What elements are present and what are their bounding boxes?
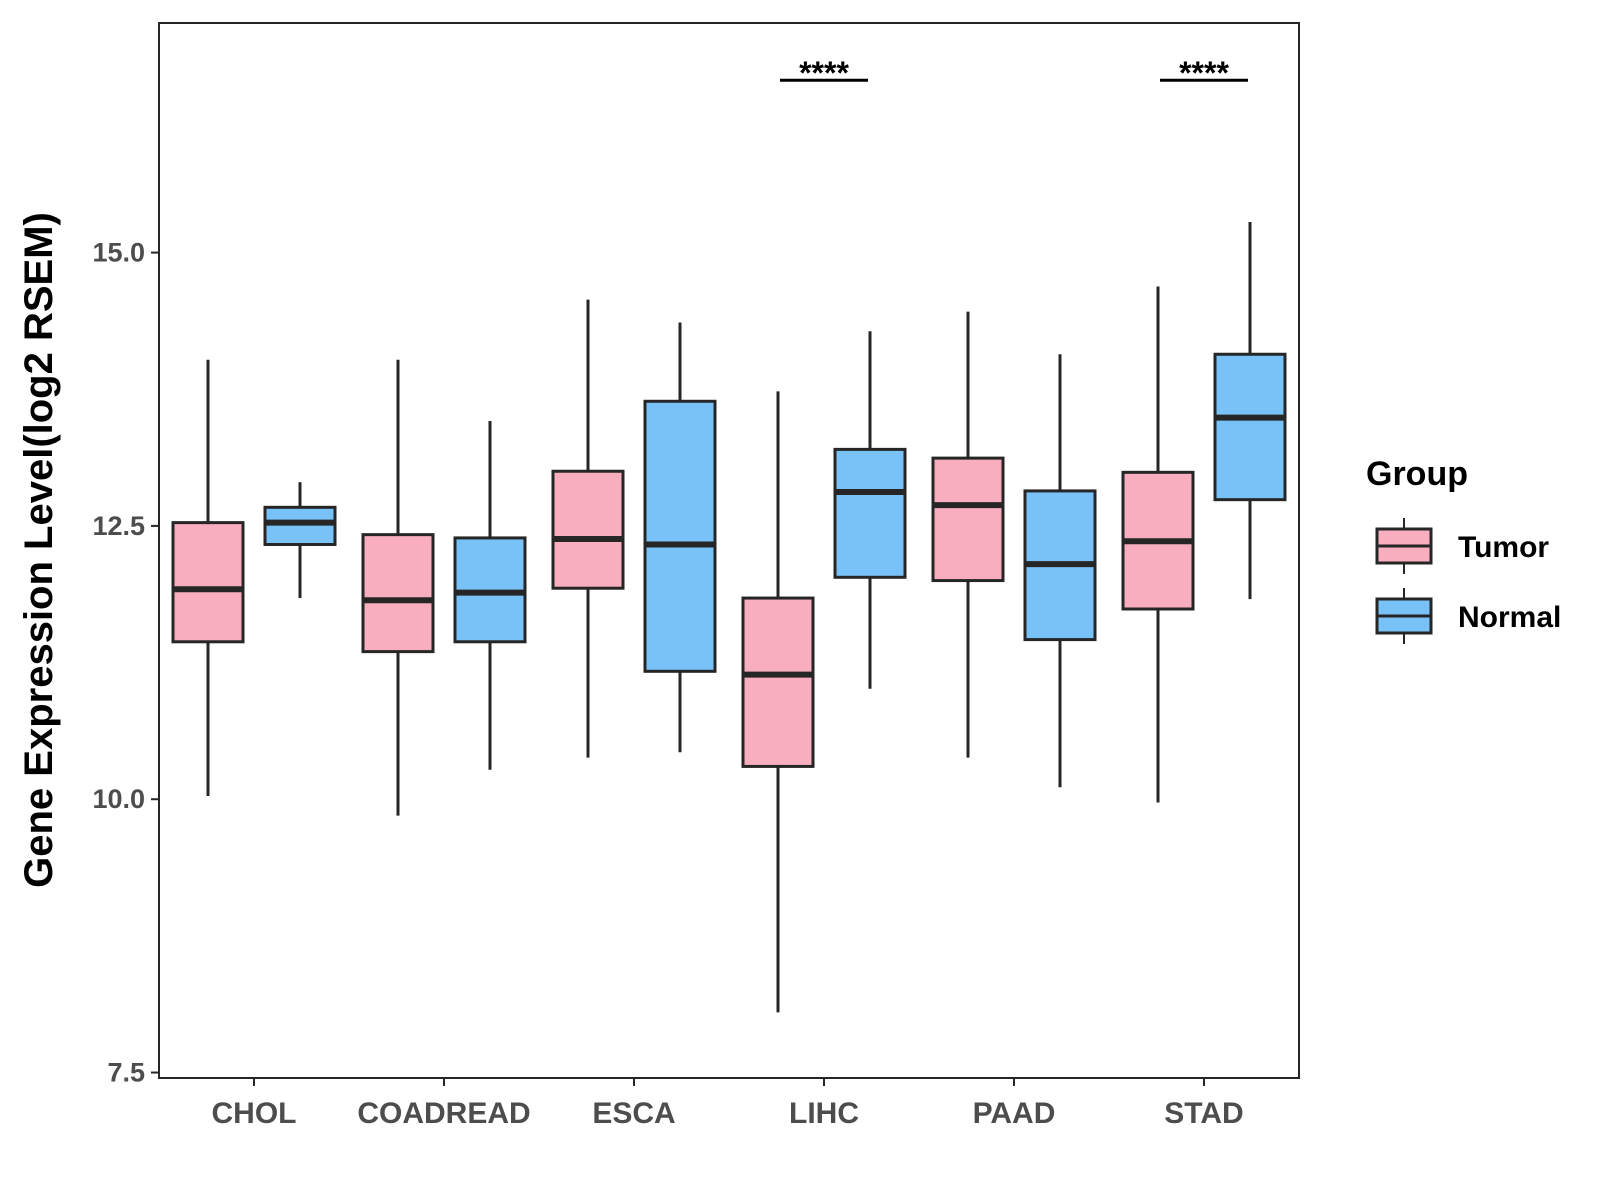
box-normal-chol bbox=[263, 482, 337, 599]
legend-title: Group bbox=[1366, 455, 1468, 493]
x-tick-label-esca: ESCA bbox=[592, 1097, 675, 1130]
box-body bbox=[361, 533, 435, 654]
box-body bbox=[171, 521, 245, 644]
significance-annotations: **** **** bbox=[780, 55, 1248, 91]
box-tumor-coadread bbox=[361, 359, 435, 816]
y-axis: 7.5 10.0 12.5 15.0 bbox=[92, 238, 159, 1088]
box-tumor-lihc bbox=[741, 391, 815, 1013]
y-tick-label: 15.0 bbox=[92, 238, 145, 268]
legend: Group Tumor Normal bbox=[1366, 455, 1561, 644]
x-tick-label-lihc: LIHC bbox=[789, 1097, 859, 1130]
box-normal-paad bbox=[1023, 354, 1097, 788]
box-tumor-esca bbox=[551, 299, 625, 758]
box-body bbox=[263, 505, 337, 546]
x-tick-label-coadread: COADREAD bbox=[357, 1097, 530, 1130]
box-series bbox=[171, 221, 1287, 1013]
significance-label: **** bbox=[799, 55, 849, 91]
box-body bbox=[741, 596, 815, 768]
box-body bbox=[551, 469, 625, 590]
box-tumor-stad bbox=[1121, 286, 1195, 803]
legend-item-tumor: Tumor bbox=[1375, 518, 1549, 574]
y-tick-label: 10.0 bbox=[92, 784, 145, 814]
x-tick-label-paad: PAAD bbox=[973, 1097, 1056, 1130]
x-axis: CHOL COADREAD ESCA LIHC PAAD STAD bbox=[212, 1078, 1244, 1130]
box-normal-coadread bbox=[453, 420, 527, 770]
plot-panel-border bbox=[158, 22, 1300, 1079]
box-body bbox=[643, 399, 717, 673]
box-body bbox=[833, 447, 907, 579]
box-normal-esca bbox=[643, 322, 717, 753]
box-normal-lihc bbox=[833, 331, 907, 689]
y-tick-label: 7.5 bbox=[107, 1058, 145, 1088]
box-body bbox=[931, 456, 1005, 583]
y-axis-title: Gene Expression Level(log2 RSEM) bbox=[17, 212, 61, 888]
box-normal-stad bbox=[1213, 221, 1287, 600]
box-tumor-paad bbox=[931, 311, 1005, 758]
significance-label: **** bbox=[1179, 55, 1229, 91]
legend-label-tumor: Tumor bbox=[1458, 531, 1549, 564]
y-tick-label: 12.5 bbox=[92, 511, 145, 541]
box-body bbox=[1213, 352, 1287, 502]
legend-item-normal: Normal bbox=[1375, 588, 1561, 644]
legend-label-normal: Normal bbox=[1458, 601, 1561, 634]
box-tumor-chol bbox=[171, 359, 245, 796]
x-tick-label-stad: STAD bbox=[1164, 1097, 1243, 1130]
x-tick-label-chol: CHOL bbox=[212, 1097, 297, 1130]
